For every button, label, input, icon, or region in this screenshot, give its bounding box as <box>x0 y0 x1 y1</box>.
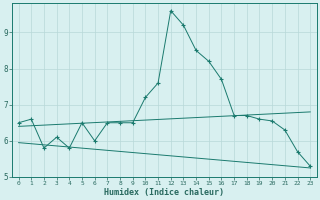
X-axis label: Humidex (Indice chaleur): Humidex (Indice chaleur) <box>104 188 224 197</box>
